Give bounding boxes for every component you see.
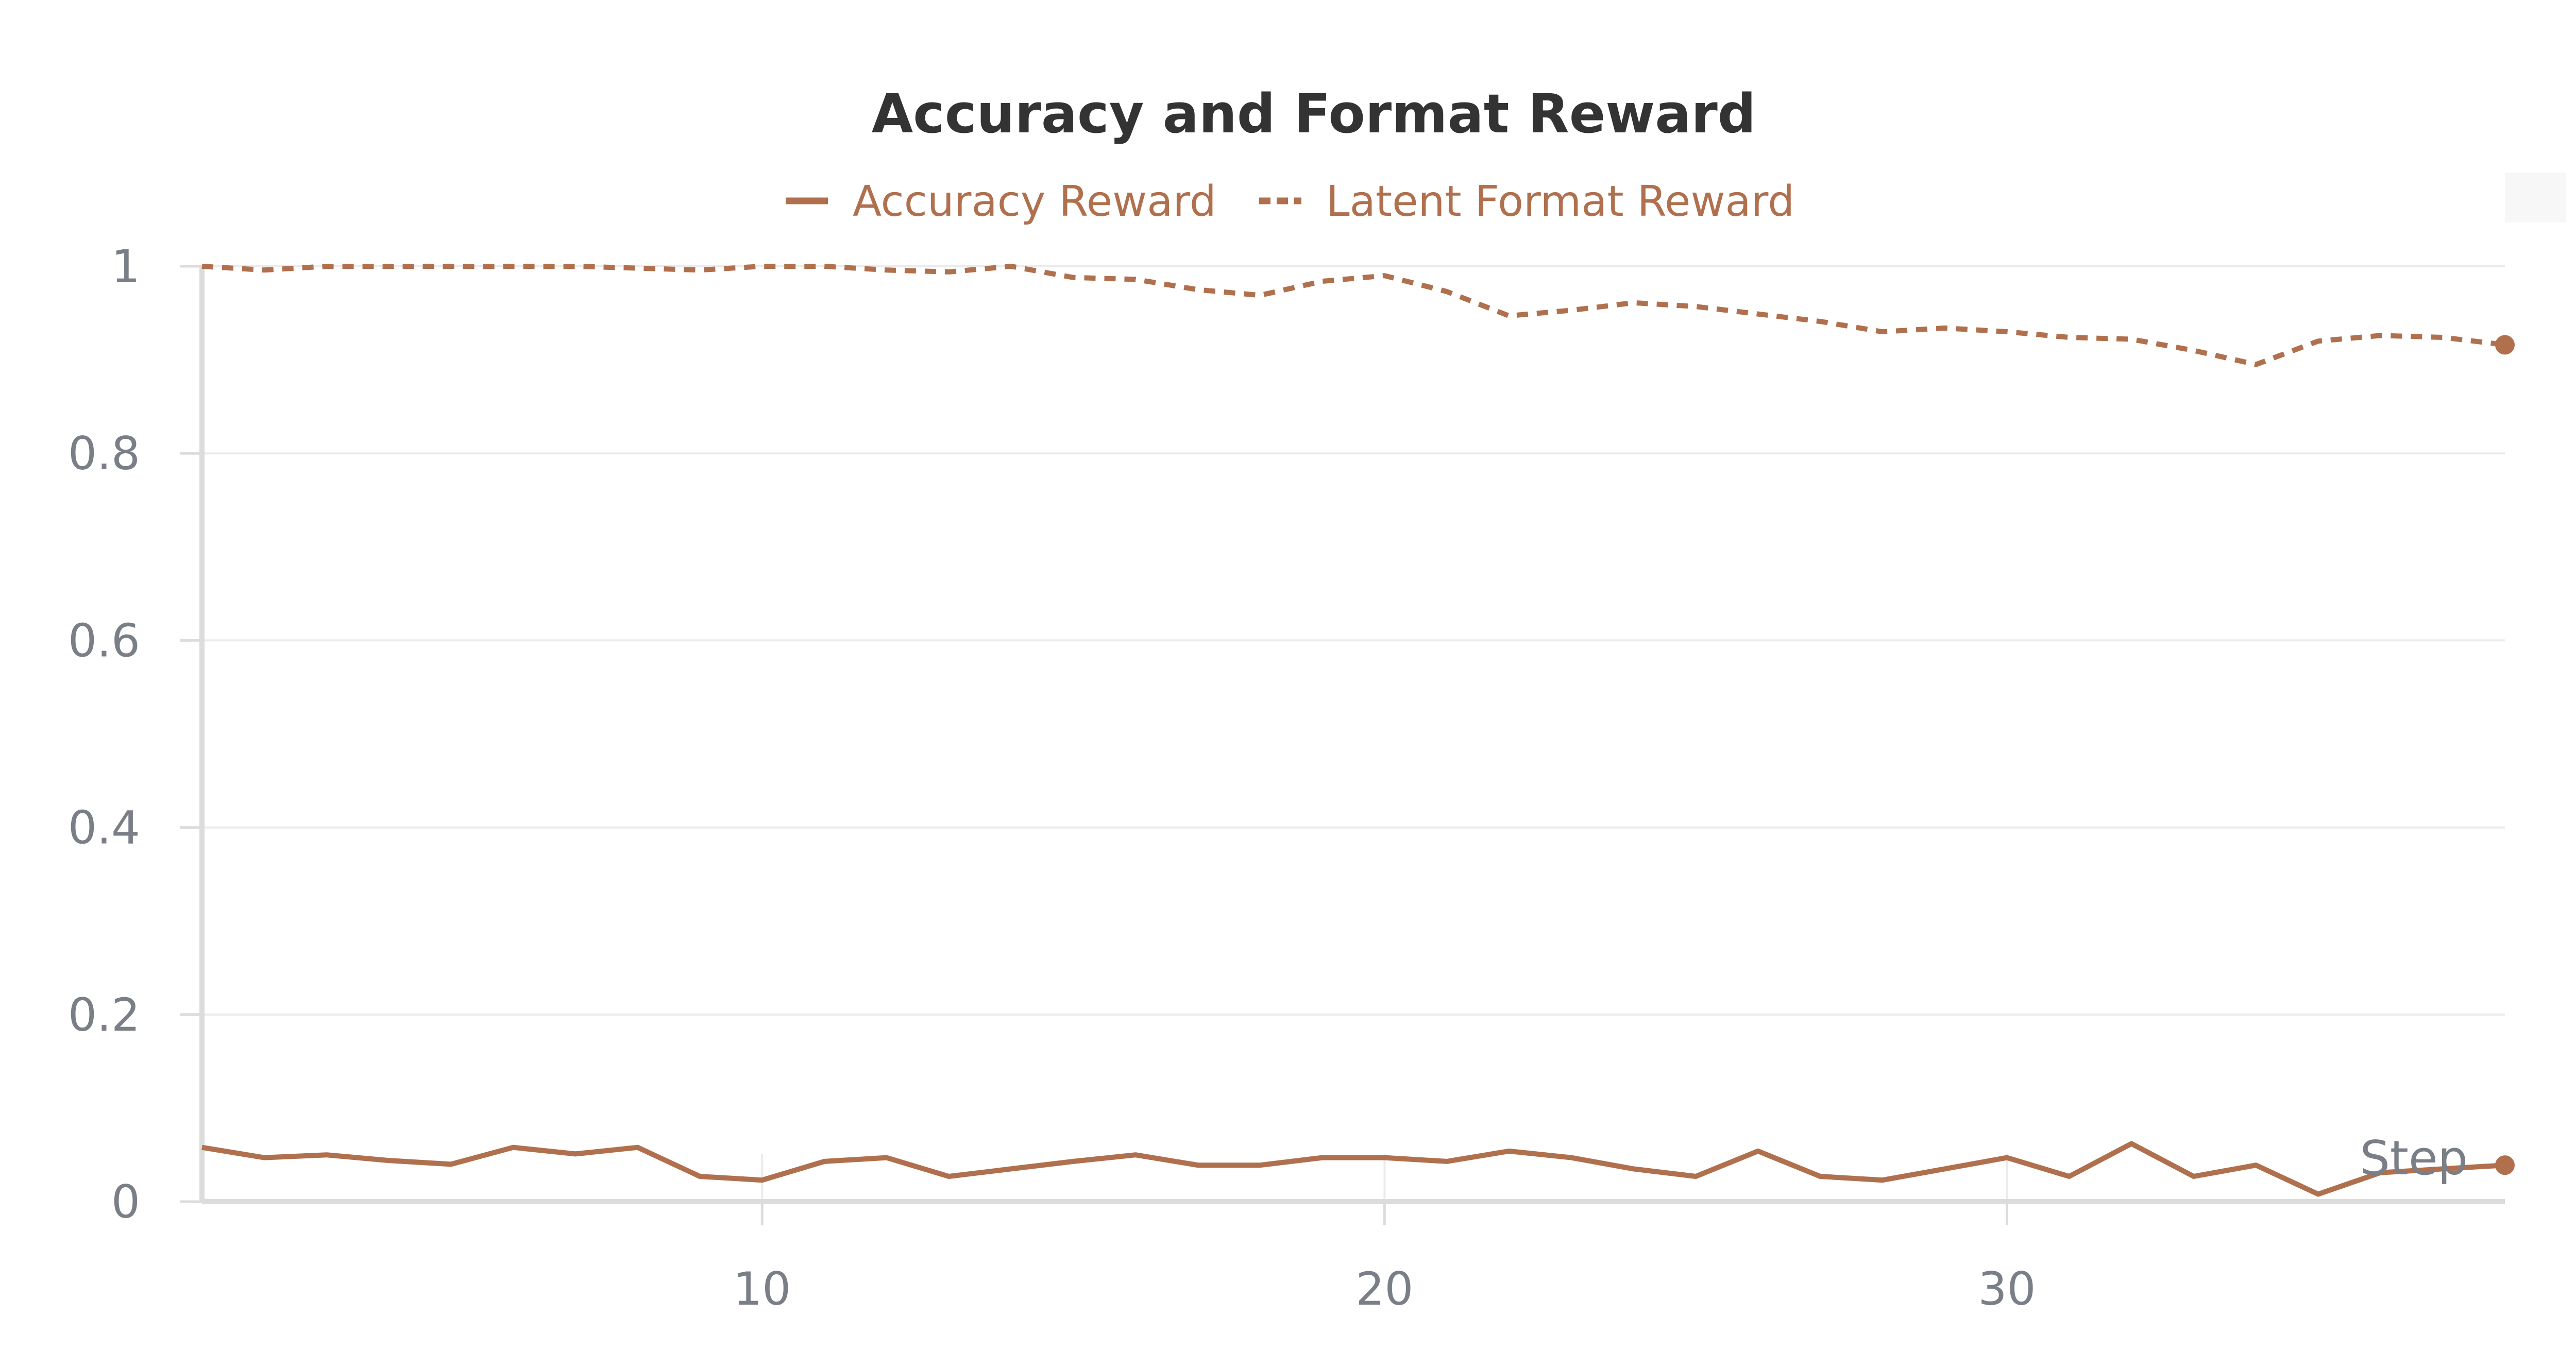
tick-labels: 0 0.2 0.4 0.6 0.8 1 10 20 30	[68, 240, 2036, 1315]
legend-item[interactable]: Latent Format Reward	[1259, 177, 1794, 226]
y-tick-label: 1	[111, 240, 140, 293]
y-tick-label: 0.4	[68, 801, 140, 854]
series-end-point	[2495, 1155, 2515, 1175]
grid-lines	[202, 265, 2505, 1202]
legend-item[interactable]: Accuracy Reward	[786, 177, 1216, 226]
x-tick-label: 20	[1355, 1262, 1413, 1315]
legend: Accuracy Reward Latent Format Reward	[786, 177, 1794, 226]
y-tick-label: 0.6	[68, 614, 140, 667]
y-tick-label: 0	[111, 1175, 140, 1228]
series-line	[201, 1141, 2505, 1197]
series-line	[201, 264, 2505, 367]
legend-scroll-box	[2505, 173, 2566, 223]
legend-label: Accuracy Reward	[853, 177, 1216, 226]
chart-title: Accuracy and Format Reward	[872, 82, 1756, 145]
y-tick-label: 0.8	[68, 427, 140, 480]
series-lines	[201, 264, 2515, 1197]
series-end-point	[2495, 335, 2515, 355]
axes	[180, 265, 2505, 1225]
x-tick-label: 10	[733, 1262, 791, 1315]
x-axis-title: Step	[2360, 1131, 2468, 1186]
legend-label: Latent Format Reward	[1326, 177, 1794, 226]
y-tick-label: 0.2	[68, 988, 140, 1041]
x-tick-label: 30	[1978, 1262, 2036, 1315]
